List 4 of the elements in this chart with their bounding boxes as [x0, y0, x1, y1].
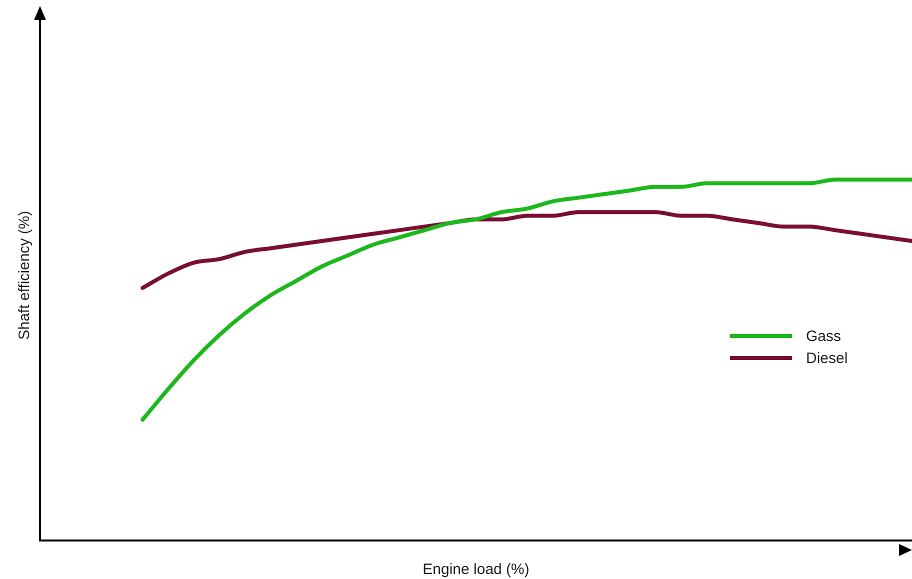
- legend-label: Diesel: [806, 350, 848, 366]
- y-axis-title: Shaft efficiency (%): [16, 210, 34, 340]
- x-axis-title: Engine load (%): [422, 561, 530, 578]
- legend-label: Gass: [806, 328, 842, 344]
